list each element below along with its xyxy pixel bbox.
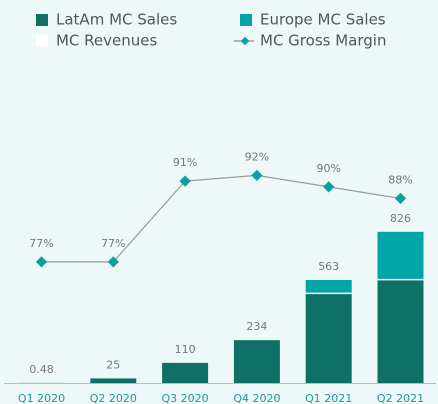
x-tick-label: Q2 2020	[90, 392, 137, 404]
bar	[90, 378, 137, 383]
line-value-label: 77%	[101, 237, 125, 250]
total-label: 563	[318, 260, 339, 273]
legend-swatch	[36, 14, 48, 26]
x-tick-label: Q1 2021	[305, 392, 352, 404]
line-value-label: 88%	[388, 173, 412, 186]
legend-marker	[240, 36, 250, 46]
x-tick-label: Q1 2020	[18, 392, 65, 404]
line-marker	[323, 181, 335, 193]
bar	[233, 340, 280, 383]
line-marker	[179, 175, 191, 187]
x-tick-label: Q4 2020	[233, 392, 280, 404]
bar	[305, 279, 352, 294]
legend-label: MC Gross Margin	[260, 32, 386, 50]
total-label: 826	[390, 212, 411, 225]
total-label: 25	[106, 358, 120, 371]
line-marker	[394, 192, 407, 205]
legend-label: LatAm MC Sales	[56, 11, 177, 29]
line-value-label: 77%	[29, 237, 53, 250]
line-marker	[35, 256, 48, 268]
total-label: 0.48	[29, 363, 54, 376]
line-value-label: 91%	[173, 156, 197, 169]
total-label: 110	[175, 343, 196, 356]
legend-swatch	[36, 35, 48, 47]
x-tick-label: Q2 2021	[377, 392, 424, 404]
line-value-label: 92%	[245, 150, 269, 163]
line-value-label: 90%	[316, 162, 340, 175]
total-label: 234	[246, 320, 267, 333]
line-marker	[251, 169, 263, 182]
legend-label: Europe MC Sales	[260, 11, 386, 29]
line	[41, 174, 401, 263]
bar	[305, 293, 352, 383]
x-tick-label: Q3 2020	[162, 392, 209, 404]
bar	[377, 279, 424, 383]
bar	[377, 231, 424, 280]
bar	[162, 362, 209, 383]
legend-label: MC Revenues	[56, 32, 158, 50]
legend-swatch	[240, 14, 252, 26]
